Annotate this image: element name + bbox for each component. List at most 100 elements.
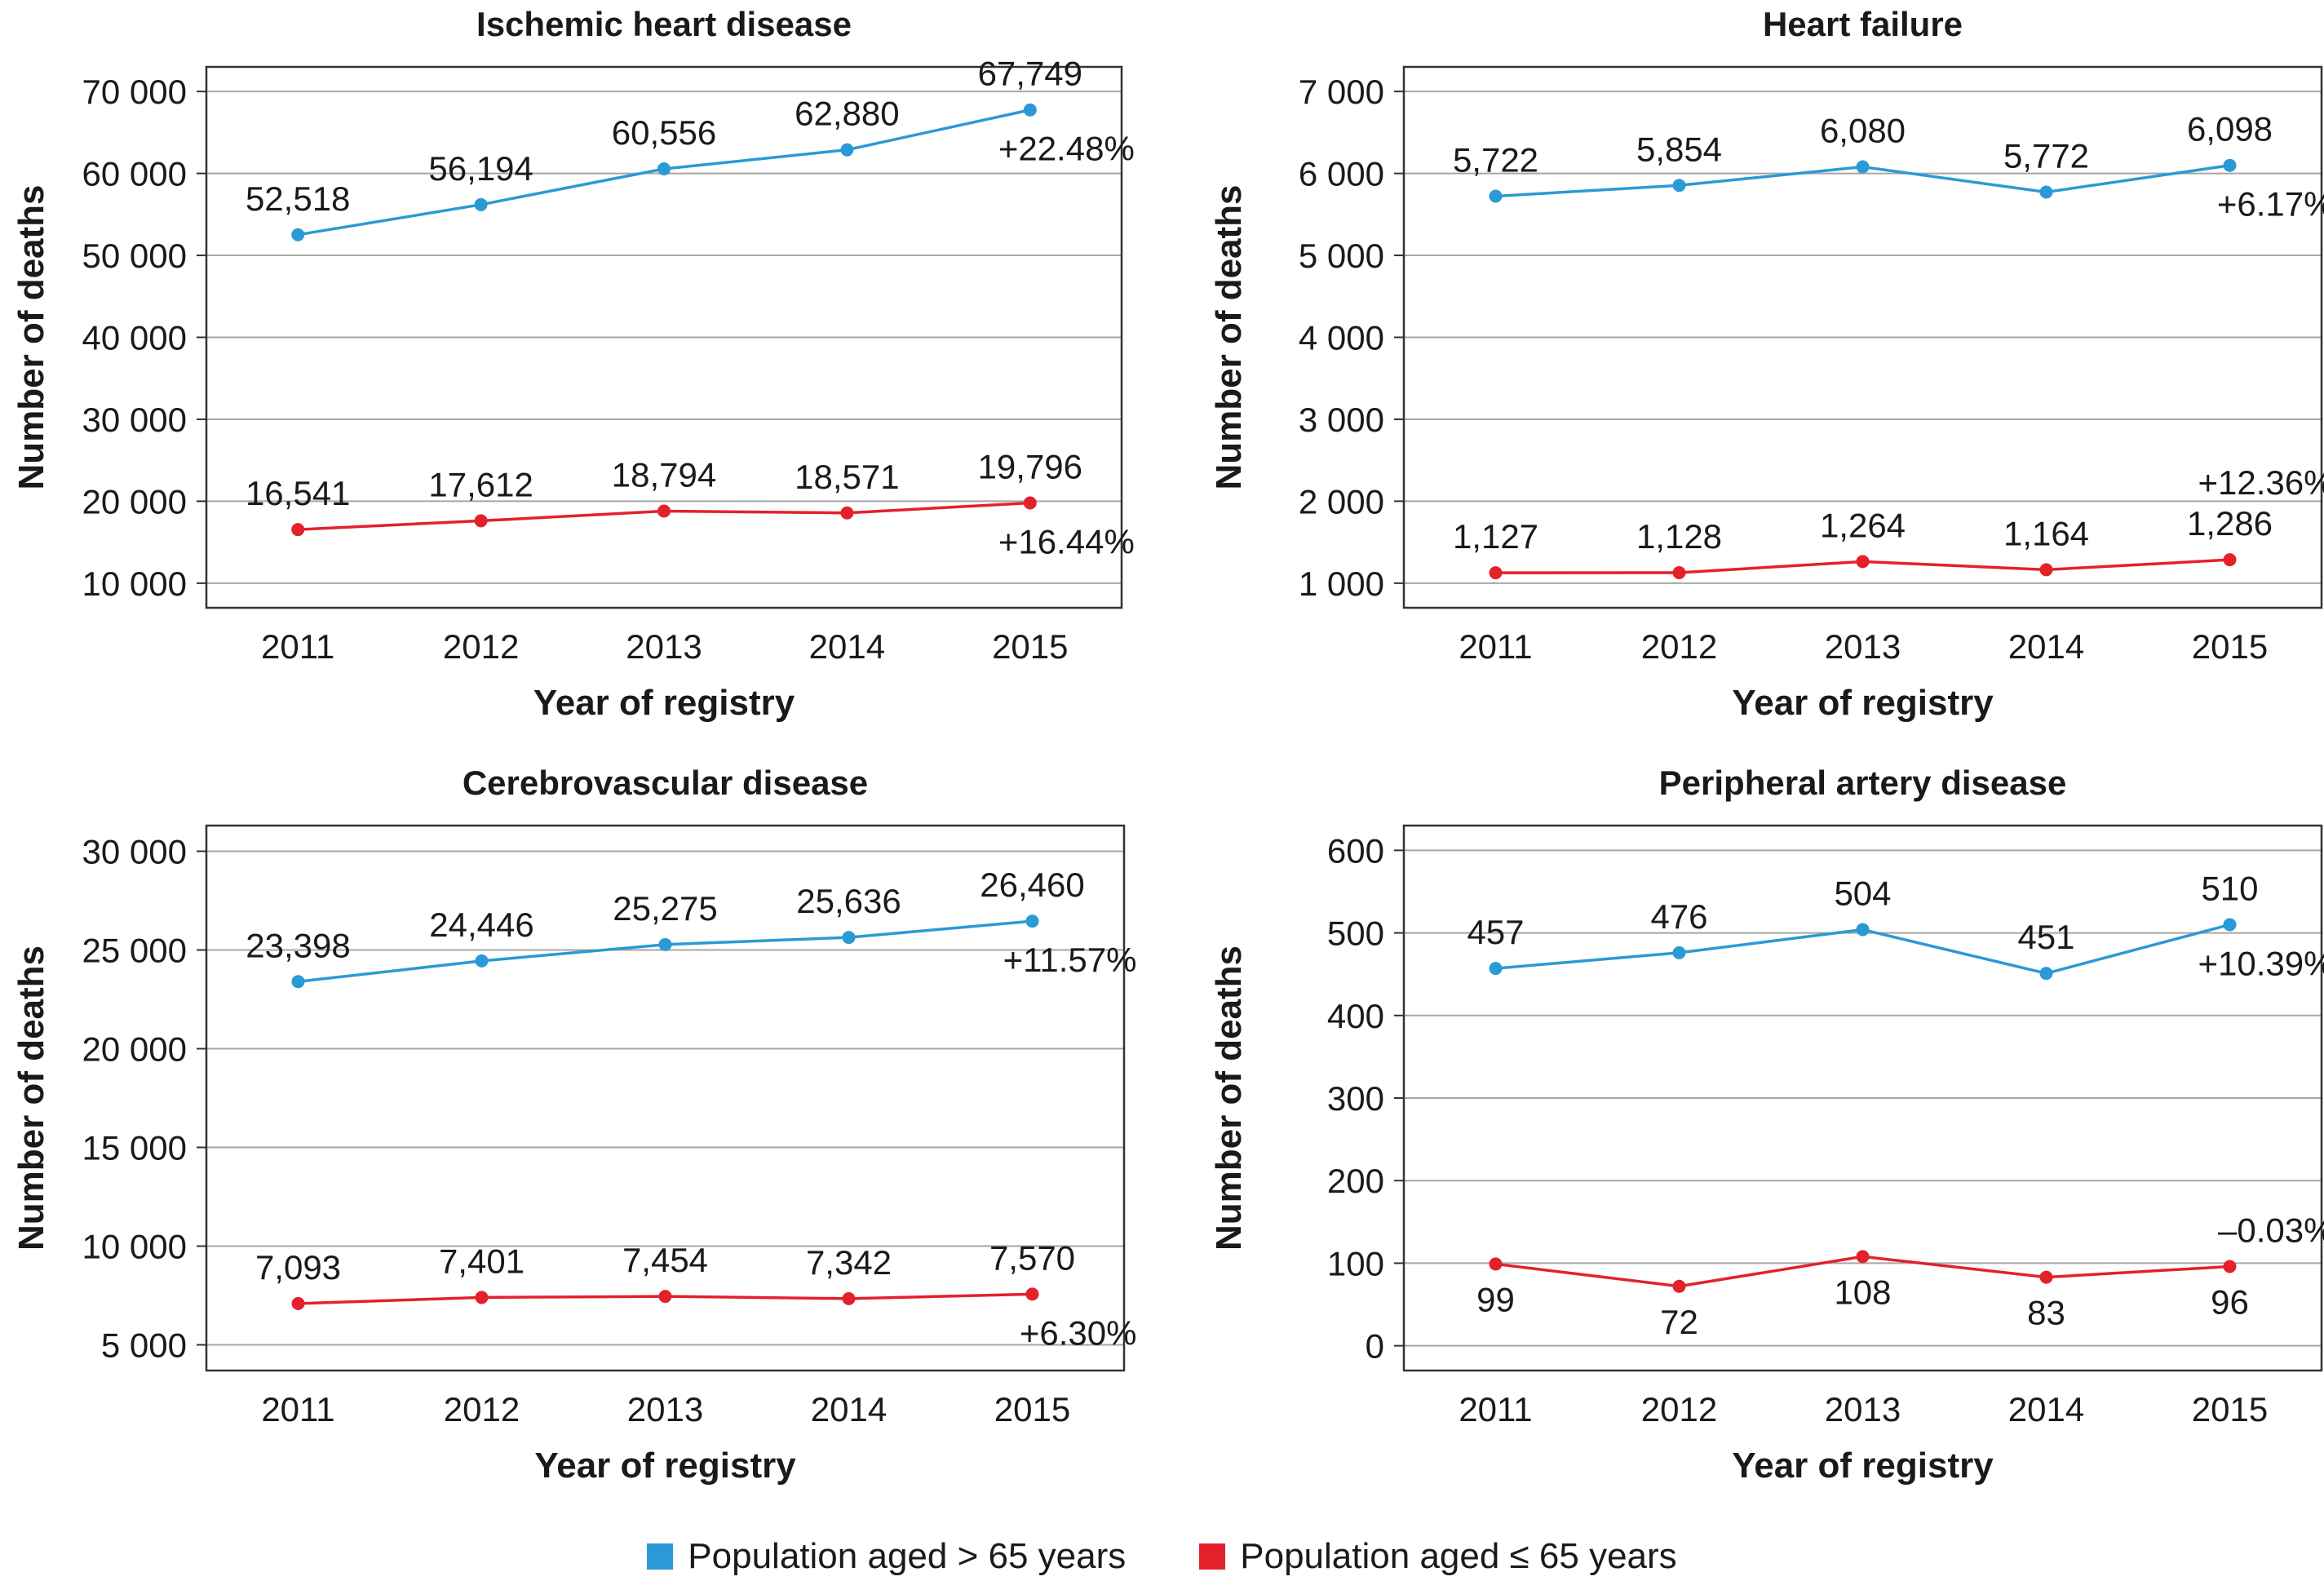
x-tick-label: 2014 [2008,1390,2084,1428]
data-point [842,931,856,945]
data-label: 5,722 [1453,141,1538,179]
data-label: 62,880 [795,95,899,133]
y-tick-label: 40 000 [82,319,187,357]
legend: Population aged > 65 years Population ag… [0,1532,2324,1581]
data-point [1489,1257,1503,1271]
data-point [1023,496,1037,510]
data-point [658,1290,672,1304]
data-label: 1,286 [2187,504,2273,542]
chart-title: Ischemic heart disease [476,5,852,43]
y-tick-label: 300 [1327,1079,1384,1118]
y-axis-label: Number of deaths [1209,946,1249,1251]
data-label: 1,128 [1636,517,1722,556]
change-annotation: +22.48% [998,130,1135,168]
data-point [1672,566,1686,580]
data-point [291,1296,305,1310]
y-tick-label: 1 000 [1299,565,1384,603]
data-label: 72 [1660,1303,1698,1341]
legend-item-under-65: Population aged ≤ 65 years [1199,1536,1677,1577]
x-tick-label: 2012 [1641,627,1717,666]
data-label: 7,454 [622,1241,708,1279]
plot-frame [1402,824,2323,1372]
x-tick-label: 2014 [811,1390,887,1428]
data-label: 18,571 [795,458,899,496]
data-label: 23,398 [246,926,350,964]
data-point [1672,946,1686,959]
y-tick-label: 600 [1327,831,1384,870]
data-point [1023,103,1037,117]
data-point [1025,1287,1039,1301]
data-label: 83 [2027,1294,2065,1332]
series-line-1 [298,919,1033,983]
data-label: 25,636 [796,882,901,920]
data-label: 1,264 [1820,506,1906,544]
data-label: 26,460 [980,866,1084,904]
y-tick-label: 100 [1327,1244,1384,1282]
change-annotation: +12.36% [2198,463,2324,502]
data-point [474,197,488,211]
data-point [1856,923,1870,937]
y-tick-label: 60 000 [82,155,187,193]
x-tick-label: 2013 [626,627,702,666]
change-annotation: +16.44% [998,522,1135,560]
y-axis-label: Number of deaths [11,946,51,1251]
data-label: 1,164 [2003,514,2089,552]
x-tick-label: 2013 [1825,627,1901,666]
x-axis-label: Year of registry [534,1446,796,1486]
data-point [657,162,671,176]
data-point [658,937,672,951]
y-tick-label: 500 [1327,914,1384,953]
x-tick-label: 2011 [261,627,334,666]
data-label: 24,446 [429,906,533,944]
x-tick-label: 2011 [1459,1390,1532,1428]
data-point [291,228,305,241]
x-tick-label: 2012 [443,627,519,666]
y-tick-label: 10 000 [82,565,187,603]
plot-frame [205,65,1123,609]
data-label: 18,794 [612,456,716,494]
chart-panel-1: Ischemic heart disease 10 000 20 000 30 000… [11,5,1135,723]
y-tick-label: 5 000 [101,1326,187,1365]
x-tick-label: 2015 [994,1390,1070,1428]
legend-label-under-65: Population aged ≤ 65 years [1240,1536,1677,1576]
data-label: 25,275 [613,889,717,928]
chart-panel-3: Cerebrovascular disease 5 000 10 000 15 000… [11,764,1137,1486]
data-point [2039,563,2053,577]
plot-frame [205,824,1126,1372]
data-label: 457 [1467,913,1524,951]
data-point [475,954,489,968]
data-label: 7,570 [989,1238,1075,1277]
data-point [840,506,854,520]
y-tick-label: 20 000 [82,482,187,520]
x-tick-label: 2013 [627,1390,703,1428]
data-point [1856,160,1870,174]
data-point [2039,967,2053,981]
data-point [1489,566,1503,580]
data-point [2223,553,2237,567]
data-point [1672,1279,1686,1293]
y-tick-label: 30 000 [82,401,187,439]
x-tick-label: 2012 [1641,1390,1717,1428]
data-point [842,1291,856,1305]
x-axis-label: Year of registry [533,683,795,723]
data-point [1489,189,1503,203]
data-label: 6,080 [1820,112,1906,150]
chart-panel-4: Peripheral artery disease 0 100 200 300 400 50… [1209,764,2324,1486]
data-label: 504 [1834,875,1891,913]
change-annotation: +6.30% [1020,1313,1137,1352]
data-label: 16,541 [246,474,350,512]
data-point [2223,918,2237,932]
data-point [1856,555,1870,569]
legend-label-over-65: Population aged > 65 years [688,1536,1127,1576]
chart-title: Heart failure [1763,5,1963,43]
y-axis-label: Number of deaths [1209,184,1249,489]
data-label: 510 [2201,869,2258,907]
data-point [475,1291,489,1304]
legend-item-over-65: Population aged > 65 years [647,1536,1126,1577]
data-point [2223,158,2237,172]
x-tick-label: 2013 [1825,1390,1901,1428]
x-tick-label: 2012 [444,1390,520,1428]
y-tick-label: 400 [1327,997,1384,1035]
data-point [1672,179,1686,193]
